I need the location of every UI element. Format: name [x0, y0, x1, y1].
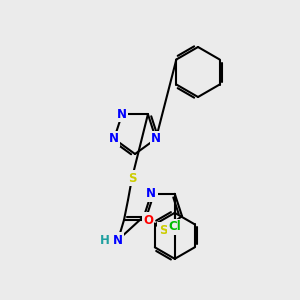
Text: H: H	[100, 233, 110, 247]
Text: O: O	[143, 214, 153, 226]
Text: S: S	[128, 172, 136, 184]
Text: N: N	[109, 132, 119, 145]
Text: N: N	[113, 233, 123, 247]
Text: Cl: Cl	[168, 220, 181, 233]
Text: N: N	[146, 187, 156, 200]
Text: N: N	[151, 132, 161, 145]
Text: S: S	[159, 224, 167, 236]
Text: N: N	[117, 108, 127, 121]
